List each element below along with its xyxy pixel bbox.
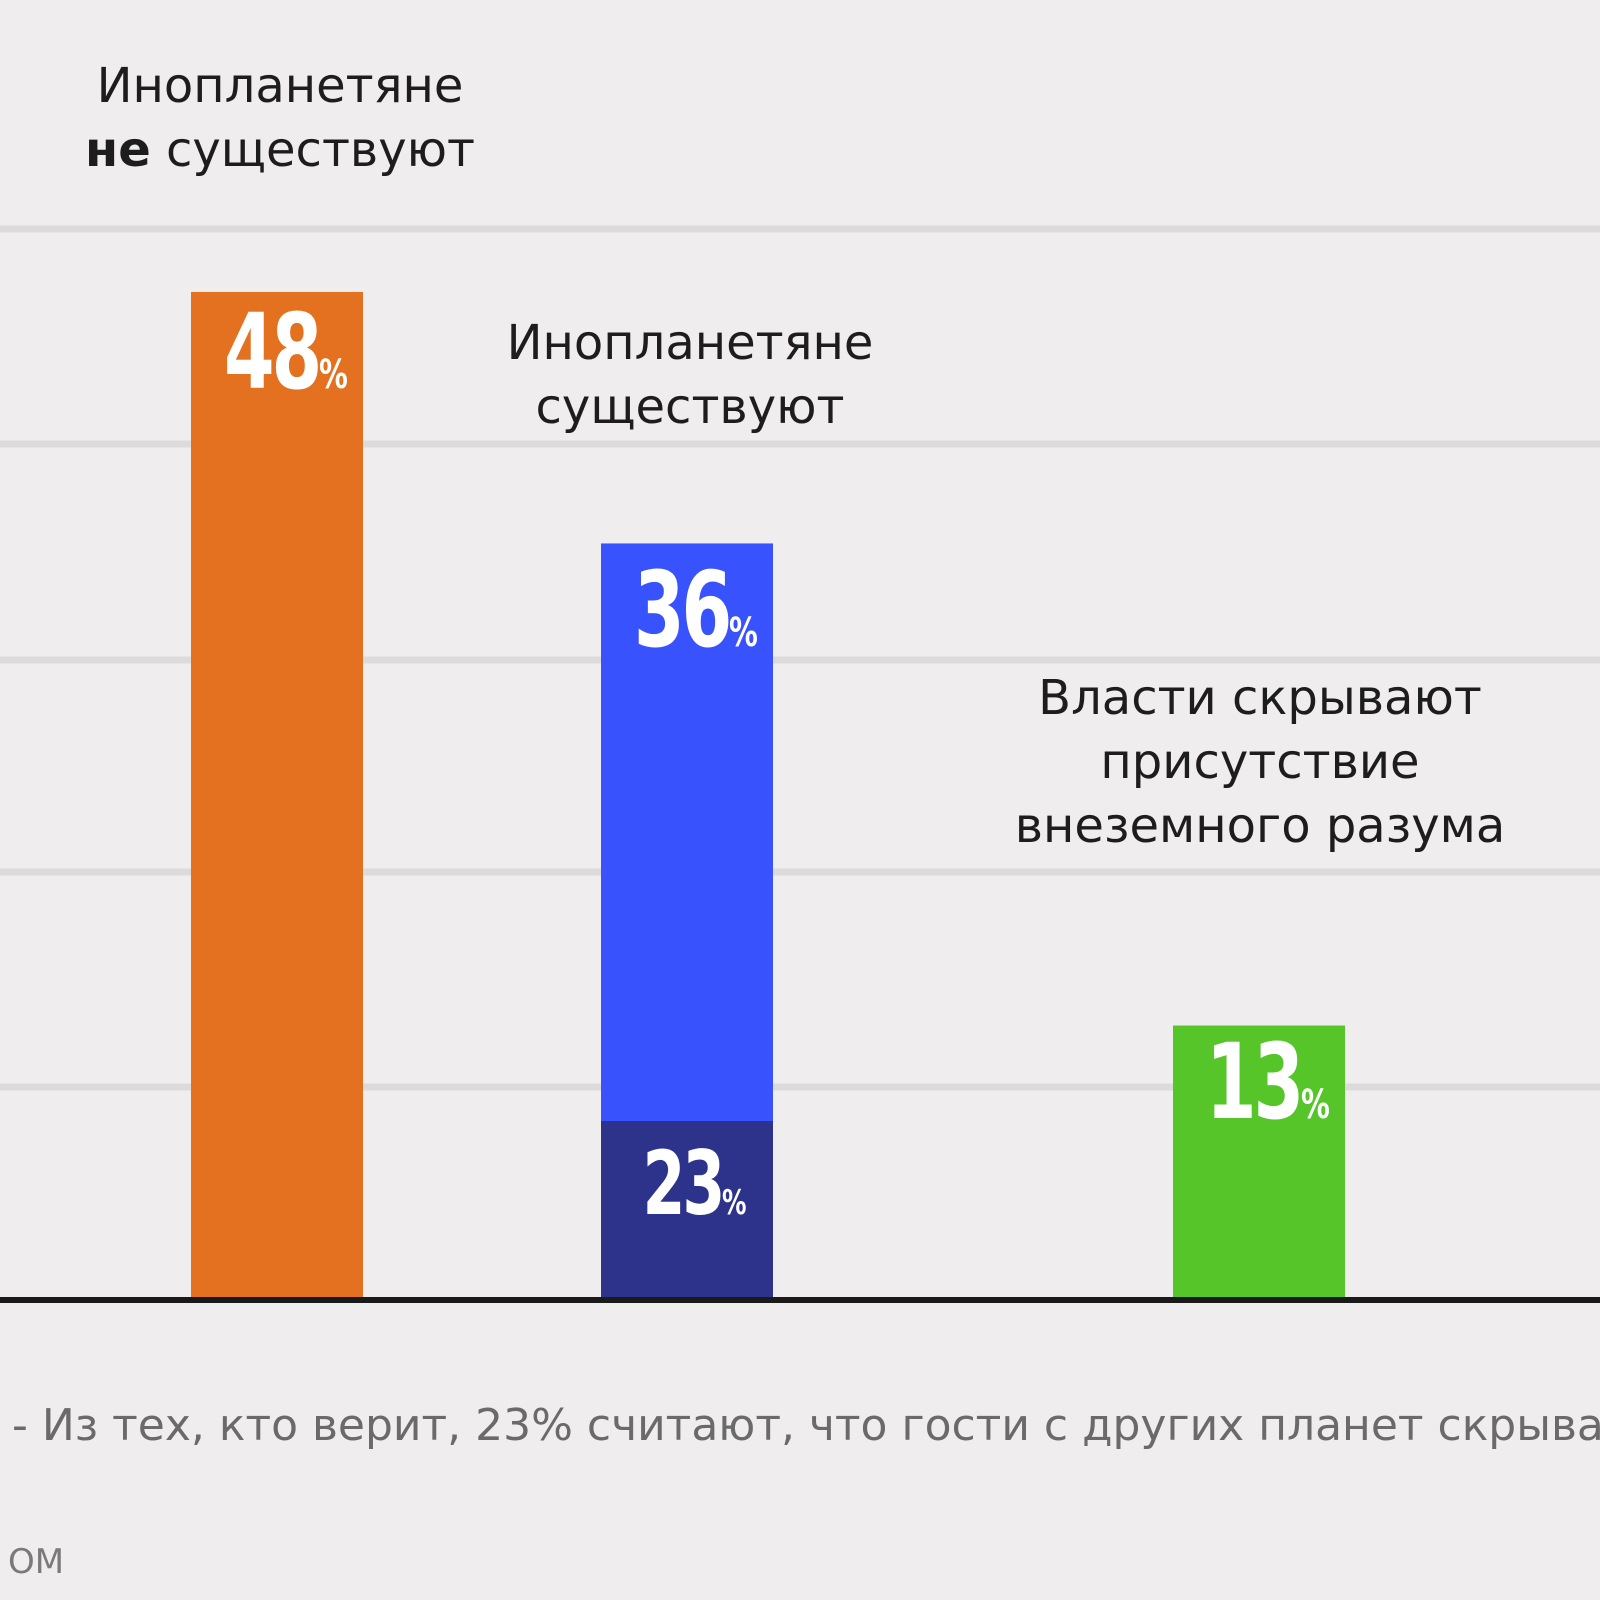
footnote: - Из тех, кто верит, 23% считают, что го…: [12, 1400, 1600, 1451]
category-label-authorities-hide: Власти скрывают присутствие внеземного р…: [960, 666, 1560, 858]
bars: [191, 291, 1345, 1298]
value-label-13: 13%: [1205, 1021, 1330, 1143]
category-label-line: присутствие: [1100, 734, 1420, 790]
category-label-line: Инопланетяне: [506, 315, 874, 371]
category-label-line: Власти скрывают: [1038, 670, 1482, 726]
category-label-rest: существуют: [150, 122, 475, 178]
bar-48: [191, 291, 363, 1298]
category-label-line: не существуют: [60, 118, 500, 182]
category-label-exist: Инопланетяне существуют: [470, 311, 910, 439]
category-label-line: Инопланетяне: [96, 58, 464, 114]
value-label-36: 36%: [633, 549, 758, 671]
value-label-48: 48%: [223, 291, 348, 413]
category-label-line: внеземного разума: [1014, 798, 1506, 854]
category-label-not-exist: Инопланетяне не существуют: [60, 54, 500, 182]
value-label-23: 23%: [642, 1132, 747, 1235]
bar-segment-23: [601, 1121, 773, 1298]
bar-13: [1173, 1025, 1345, 1298]
source-label: ОМ: [8, 1542, 65, 1582]
category-label-line: существуют: [535, 379, 845, 435]
category-label-bold: не: [85, 122, 151, 178]
